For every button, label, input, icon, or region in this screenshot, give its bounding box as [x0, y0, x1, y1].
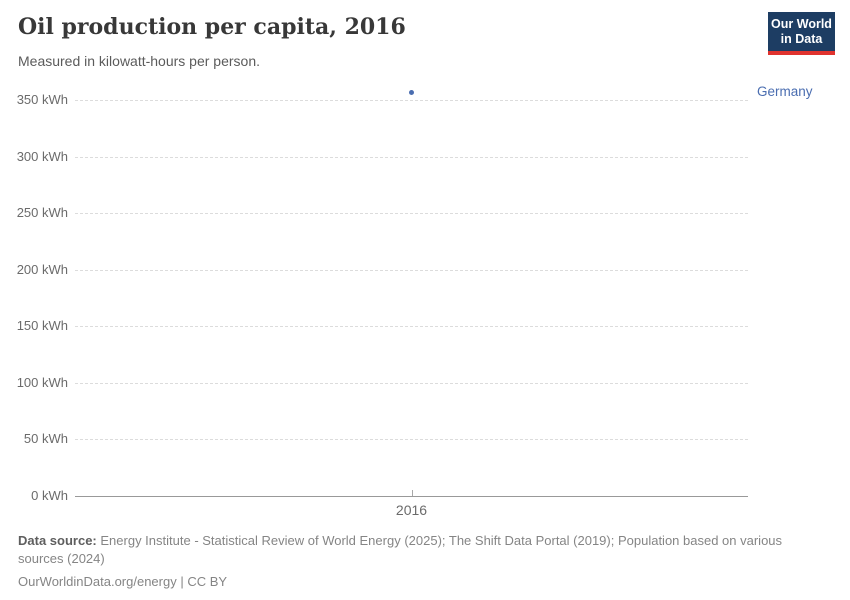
owid-logo[interactable]: Our World in Data [768, 12, 835, 55]
x-axis-line [75, 496, 748, 497]
y-tick-label: 0 kWh [31, 488, 68, 503]
y-gridline [75, 100, 748, 101]
data-point-germany[interactable] [409, 89, 414, 95]
x-tick-mark [411, 490, 413, 496]
y-gridline [75, 439, 748, 441]
y-tick-label: 250 kWh [16, 205, 68, 221]
owid-logo-line2: in Data [780, 32, 823, 46]
y-tick-label: 100 kWh [16, 374, 68, 390]
page-title: Oil production per capita, 2016 [18, 14, 406, 40]
data-source-text: Energy Institute - Statistical Review of… [18, 533, 783, 566]
chart-footer: Data source: Energy Institute - Statisti… [18, 532, 818, 591]
data-source-label: Data source: [18, 533, 97, 548]
y-gridline [75, 269, 748, 271]
y-gridline [75, 382, 748, 384]
x-tick-label: 2016 [395, 502, 428, 518]
y-tick-label: 50 kWh [23, 431, 68, 447]
chart-subtitle: Measured in kilowatt-hours per person. [18, 53, 261, 69]
license-link[interactable]: OurWorldinData.org/energy | CC BY [18, 574, 228, 589]
y-tick-label: 150 kWh [16, 318, 68, 334]
data-source-note: Data source: Energy Institute - Statisti… [18, 532, 818, 567]
owid-logo-line1: Our World [771, 17, 832, 31]
y-tick-label: 200 kWh [16, 261, 68, 277]
y-tick-label: 300 kWh [16, 148, 68, 164]
y-tick-label: 350 kWh [16, 92, 68, 107]
y-gridline [75, 156, 748, 158]
y-gridline [75, 326, 748, 328]
entity-label-germany[interactable]: Germany [757, 84, 813, 100]
y-gridline [75, 213, 748, 215]
